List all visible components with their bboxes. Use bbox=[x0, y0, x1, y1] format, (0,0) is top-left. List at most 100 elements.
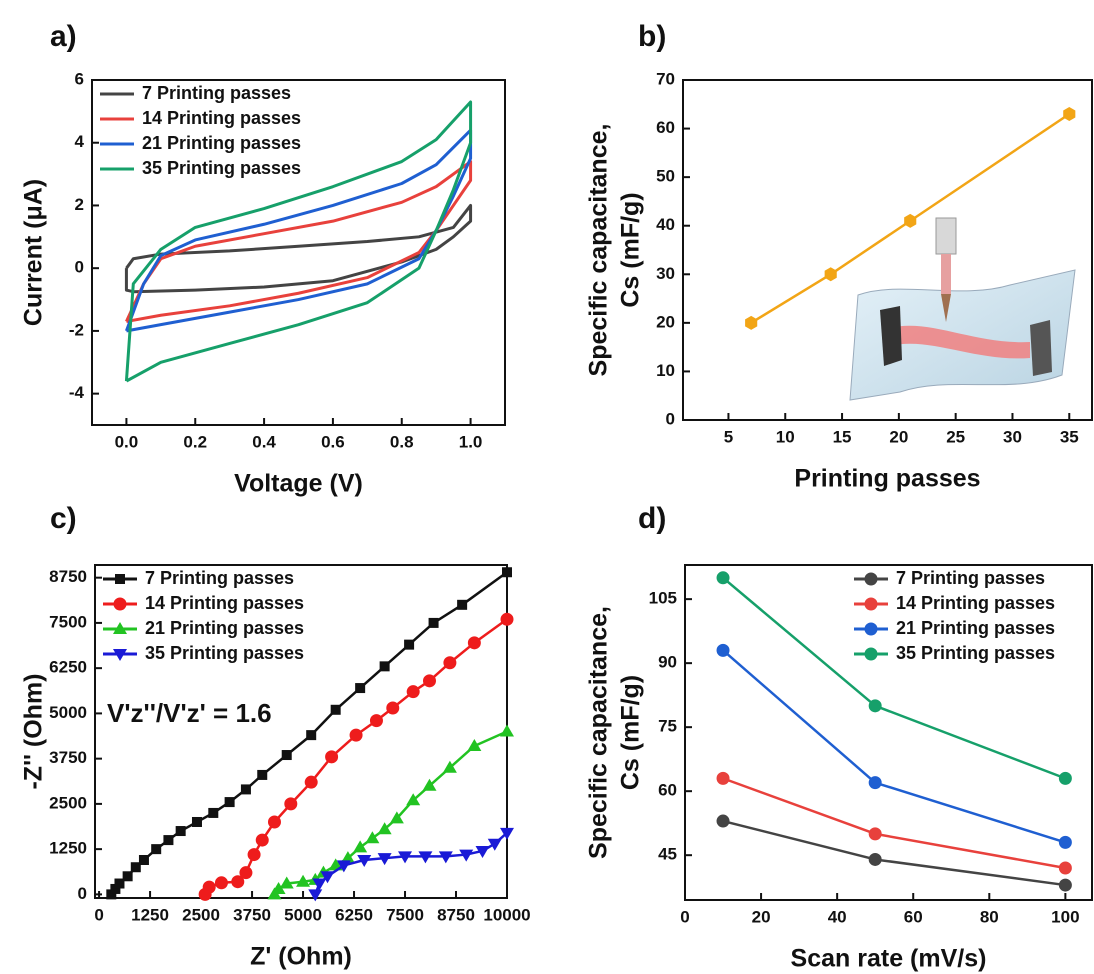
x-tick-label: 8750 bbox=[437, 905, 475, 924]
series-line bbox=[722, 819, 1066, 887]
y-tick-label: 2 bbox=[75, 195, 84, 214]
marker bbox=[365, 831, 380, 844]
marker bbox=[115, 574, 125, 584]
legend-label: 7 Printing passes bbox=[142, 83, 291, 103]
marker bbox=[868, 827, 882, 841]
series-line bbox=[125, 160, 473, 323]
legend-label: 14 Printing passes bbox=[145, 593, 304, 613]
x-tick-label: 40 bbox=[828, 907, 847, 926]
marker bbox=[475, 845, 490, 858]
marker bbox=[467, 738, 482, 751]
y-tick-label: 30 bbox=[656, 264, 675, 283]
marker bbox=[110, 883, 121, 894]
series-line bbox=[722, 777, 1066, 870]
y-tick-label: 6250 bbox=[49, 658, 87, 677]
series-line bbox=[124, 100, 473, 383]
y-tick-label: -2 bbox=[69, 320, 84, 339]
x-axis-label: Z' (Ohm) bbox=[250, 943, 352, 971]
x-tick-label: 10 bbox=[776, 427, 795, 446]
marker bbox=[868, 852, 882, 866]
panel-label: a) bbox=[50, 20, 77, 53]
marker bbox=[239, 866, 253, 880]
y-tick-label: 5000 bbox=[49, 703, 87, 722]
marker bbox=[113, 649, 127, 661]
marker bbox=[716, 643, 730, 657]
marker bbox=[500, 612, 514, 626]
marker bbox=[868, 776, 882, 790]
marker bbox=[406, 793, 421, 806]
x-axis-label: Voltage (V) bbox=[234, 470, 363, 498]
marker bbox=[214, 876, 228, 890]
marker bbox=[281, 750, 292, 761]
marker bbox=[224, 797, 235, 808]
marker bbox=[257, 769, 268, 780]
marker bbox=[443, 656, 457, 670]
marker bbox=[1058, 835, 1072, 849]
legend-label: 35 Printing passes bbox=[145, 643, 304, 663]
marker bbox=[113, 597, 127, 611]
marker bbox=[369, 714, 383, 728]
y-axis-label: -Z'' (Ohm) bbox=[20, 673, 48, 789]
marker bbox=[151, 844, 162, 855]
x-tick-label: 2500 bbox=[182, 905, 220, 924]
marker bbox=[438, 851, 453, 864]
marker bbox=[267, 815, 281, 829]
y-tick-label: 20 bbox=[656, 312, 675, 331]
marker bbox=[106, 889, 117, 900]
x-tick-label: 0.2 bbox=[183, 432, 207, 451]
marker bbox=[231, 875, 245, 889]
y-tick-label: 8750 bbox=[49, 567, 87, 586]
y-tick-label: 0 bbox=[666, 409, 675, 428]
marker bbox=[487, 838, 502, 851]
legend-label: 21 Printing passes bbox=[896, 618, 1055, 638]
y-axis-label: Specific capacitance, bbox=[585, 606, 613, 859]
marker bbox=[308, 889, 323, 902]
x-tick-label: 10000 bbox=[483, 905, 530, 924]
y-tick-label: 75 bbox=[658, 717, 677, 736]
marker bbox=[418, 851, 433, 864]
marker bbox=[138, 854, 149, 865]
marker bbox=[320, 871, 335, 884]
marker bbox=[500, 827, 514, 840]
x-tick-label: 0.4 bbox=[252, 432, 276, 451]
marker bbox=[114, 878, 125, 889]
marker bbox=[312, 878, 327, 891]
marker bbox=[422, 778, 437, 791]
marker bbox=[716, 771, 730, 785]
y-tick-label: 45 bbox=[658, 845, 677, 864]
y-tick-label: 0 bbox=[75, 258, 84, 277]
marker bbox=[467, 636, 481, 650]
marker bbox=[428, 617, 439, 628]
marker bbox=[398, 851, 413, 864]
legend-label: 35 Printing passes bbox=[896, 643, 1055, 663]
marker bbox=[379, 661, 390, 672]
x-tick-label: 60 bbox=[904, 907, 923, 926]
marker bbox=[824, 267, 837, 282]
marker bbox=[349, 728, 363, 742]
y-tick-label: 105 bbox=[649, 589, 677, 608]
inset-illustration bbox=[849, 217, 1076, 401]
y-axis-label: Cs (mF/g) bbox=[617, 675, 645, 790]
y-axis-label: Current (μA) bbox=[20, 179, 48, 326]
marker bbox=[247, 848, 261, 862]
x-tick-label: 5 bbox=[724, 427, 733, 446]
marker bbox=[502, 567, 512, 578]
legend-label: 7 Printing passes bbox=[896, 568, 1045, 588]
marker bbox=[284, 797, 298, 811]
marker bbox=[868, 699, 882, 713]
x-tick-label: 1.0 bbox=[459, 432, 483, 451]
marker bbox=[500, 724, 514, 737]
marker bbox=[208, 807, 219, 818]
marker bbox=[325, 750, 339, 764]
x-tick-label: 80 bbox=[980, 907, 999, 926]
marker bbox=[864, 647, 878, 661]
marker bbox=[202, 880, 216, 894]
legend-label: 21 Printing passes bbox=[142, 133, 301, 153]
marker bbox=[306, 730, 317, 741]
x-tick-label: 20 bbox=[752, 907, 771, 926]
marker bbox=[864, 572, 878, 586]
y-tick-label: 10 bbox=[656, 361, 675, 380]
marker bbox=[1058, 771, 1072, 785]
legend-label: 7 Printing passes bbox=[145, 568, 294, 588]
